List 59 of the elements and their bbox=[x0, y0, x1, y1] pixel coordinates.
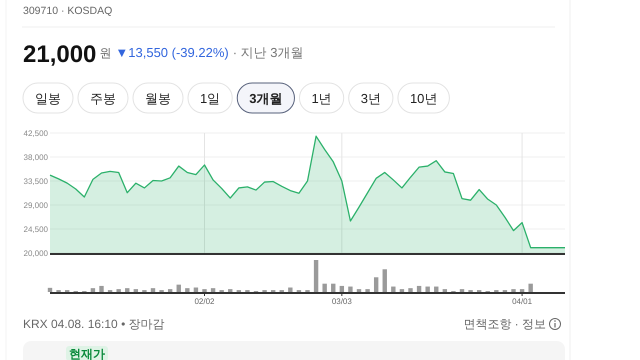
bar bbox=[202, 289, 207, 292]
y-tick-label: 20,000 bbox=[24, 249, 49, 258]
text: 월봉 bbox=[145, 91, 171, 106]
y-tick-label: 38,000 bbox=[24, 153, 49, 162]
bar bbox=[528, 284, 533, 292]
text: ▼13,550 (-39.22%) bbox=[115, 45, 229, 60]
bar bbox=[331, 284, 336, 292]
bar bbox=[90, 288, 96, 292]
bar bbox=[314, 260, 318, 292]
text: 21,000 bbox=[23, 41, 96, 68]
bar bbox=[408, 288, 413, 292]
y-tick-label: 42,500 bbox=[24, 129, 49, 138]
text: 면책조항 · 정보 bbox=[463, 317, 546, 331]
text: 현재가 bbox=[69, 347, 105, 360]
bar bbox=[176, 284, 181, 292]
bar bbox=[348, 286, 353, 292]
bar bbox=[382, 269, 387, 292]
bar bbox=[150, 288, 156, 292]
bar bbox=[168, 289, 172, 292]
x-tick-label: 03/03 bbox=[332, 297, 352, 306]
text: KRX 04.08. 16:10 • 장마감 bbox=[23, 317, 165, 331]
bar bbox=[288, 288, 293, 292]
y-tick-label: 29,000 bbox=[24, 201, 49, 210]
bar bbox=[425, 286, 430, 292]
bar bbox=[356, 289, 362, 292]
bar bbox=[434, 286, 438, 292]
bar bbox=[400, 289, 404, 292]
bar bbox=[442, 289, 448, 292]
text: 일봉 bbox=[35, 91, 61, 106]
bar bbox=[185, 288, 190, 292]
bar bbox=[511, 289, 516, 292]
bar bbox=[228, 289, 232, 292]
text: · 지난 3개월 bbox=[232, 45, 304, 60]
bar bbox=[125, 288, 130, 292]
bar bbox=[134, 289, 138, 292]
text: 3개월 bbox=[249, 91, 282, 106]
x-tick-label: 04/01 bbox=[512, 297, 533, 306]
text: 주봉 bbox=[90, 91, 116, 106]
bar bbox=[99, 286, 104, 292]
bar bbox=[194, 288, 198, 292]
bar bbox=[116, 289, 121, 292]
bar bbox=[520, 289, 524, 292]
y-tick-label: 33,500 bbox=[24, 177, 49, 186]
bar bbox=[210, 288, 216, 292]
text: 1일 bbox=[200, 91, 220, 106]
bar bbox=[340, 286, 344, 292]
text: 1년 bbox=[311, 91, 332, 106]
x-tick-label: 02/02 bbox=[194, 297, 216, 306]
bar bbox=[460, 289, 464, 292]
bar bbox=[322, 284, 327, 292]
chart-title: 309710 · KOSDAQ bbox=[23, 5, 112, 17]
y-tick-label: 24,500 bbox=[24, 225, 49, 234]
bar bbox=[374, 277, 378, 292]
text: 3년 bbox=[360, 91, 381, 106]
bar bbox=[365, 289, 370, 292]
text: 원 bbox=[99, 46, 112, 60]
bar bbox=[391, 286, 396, 292]
text: 10년 bbox=[410, 91, 438, 106]
bar bbox=[416, 286, 422, 292]
